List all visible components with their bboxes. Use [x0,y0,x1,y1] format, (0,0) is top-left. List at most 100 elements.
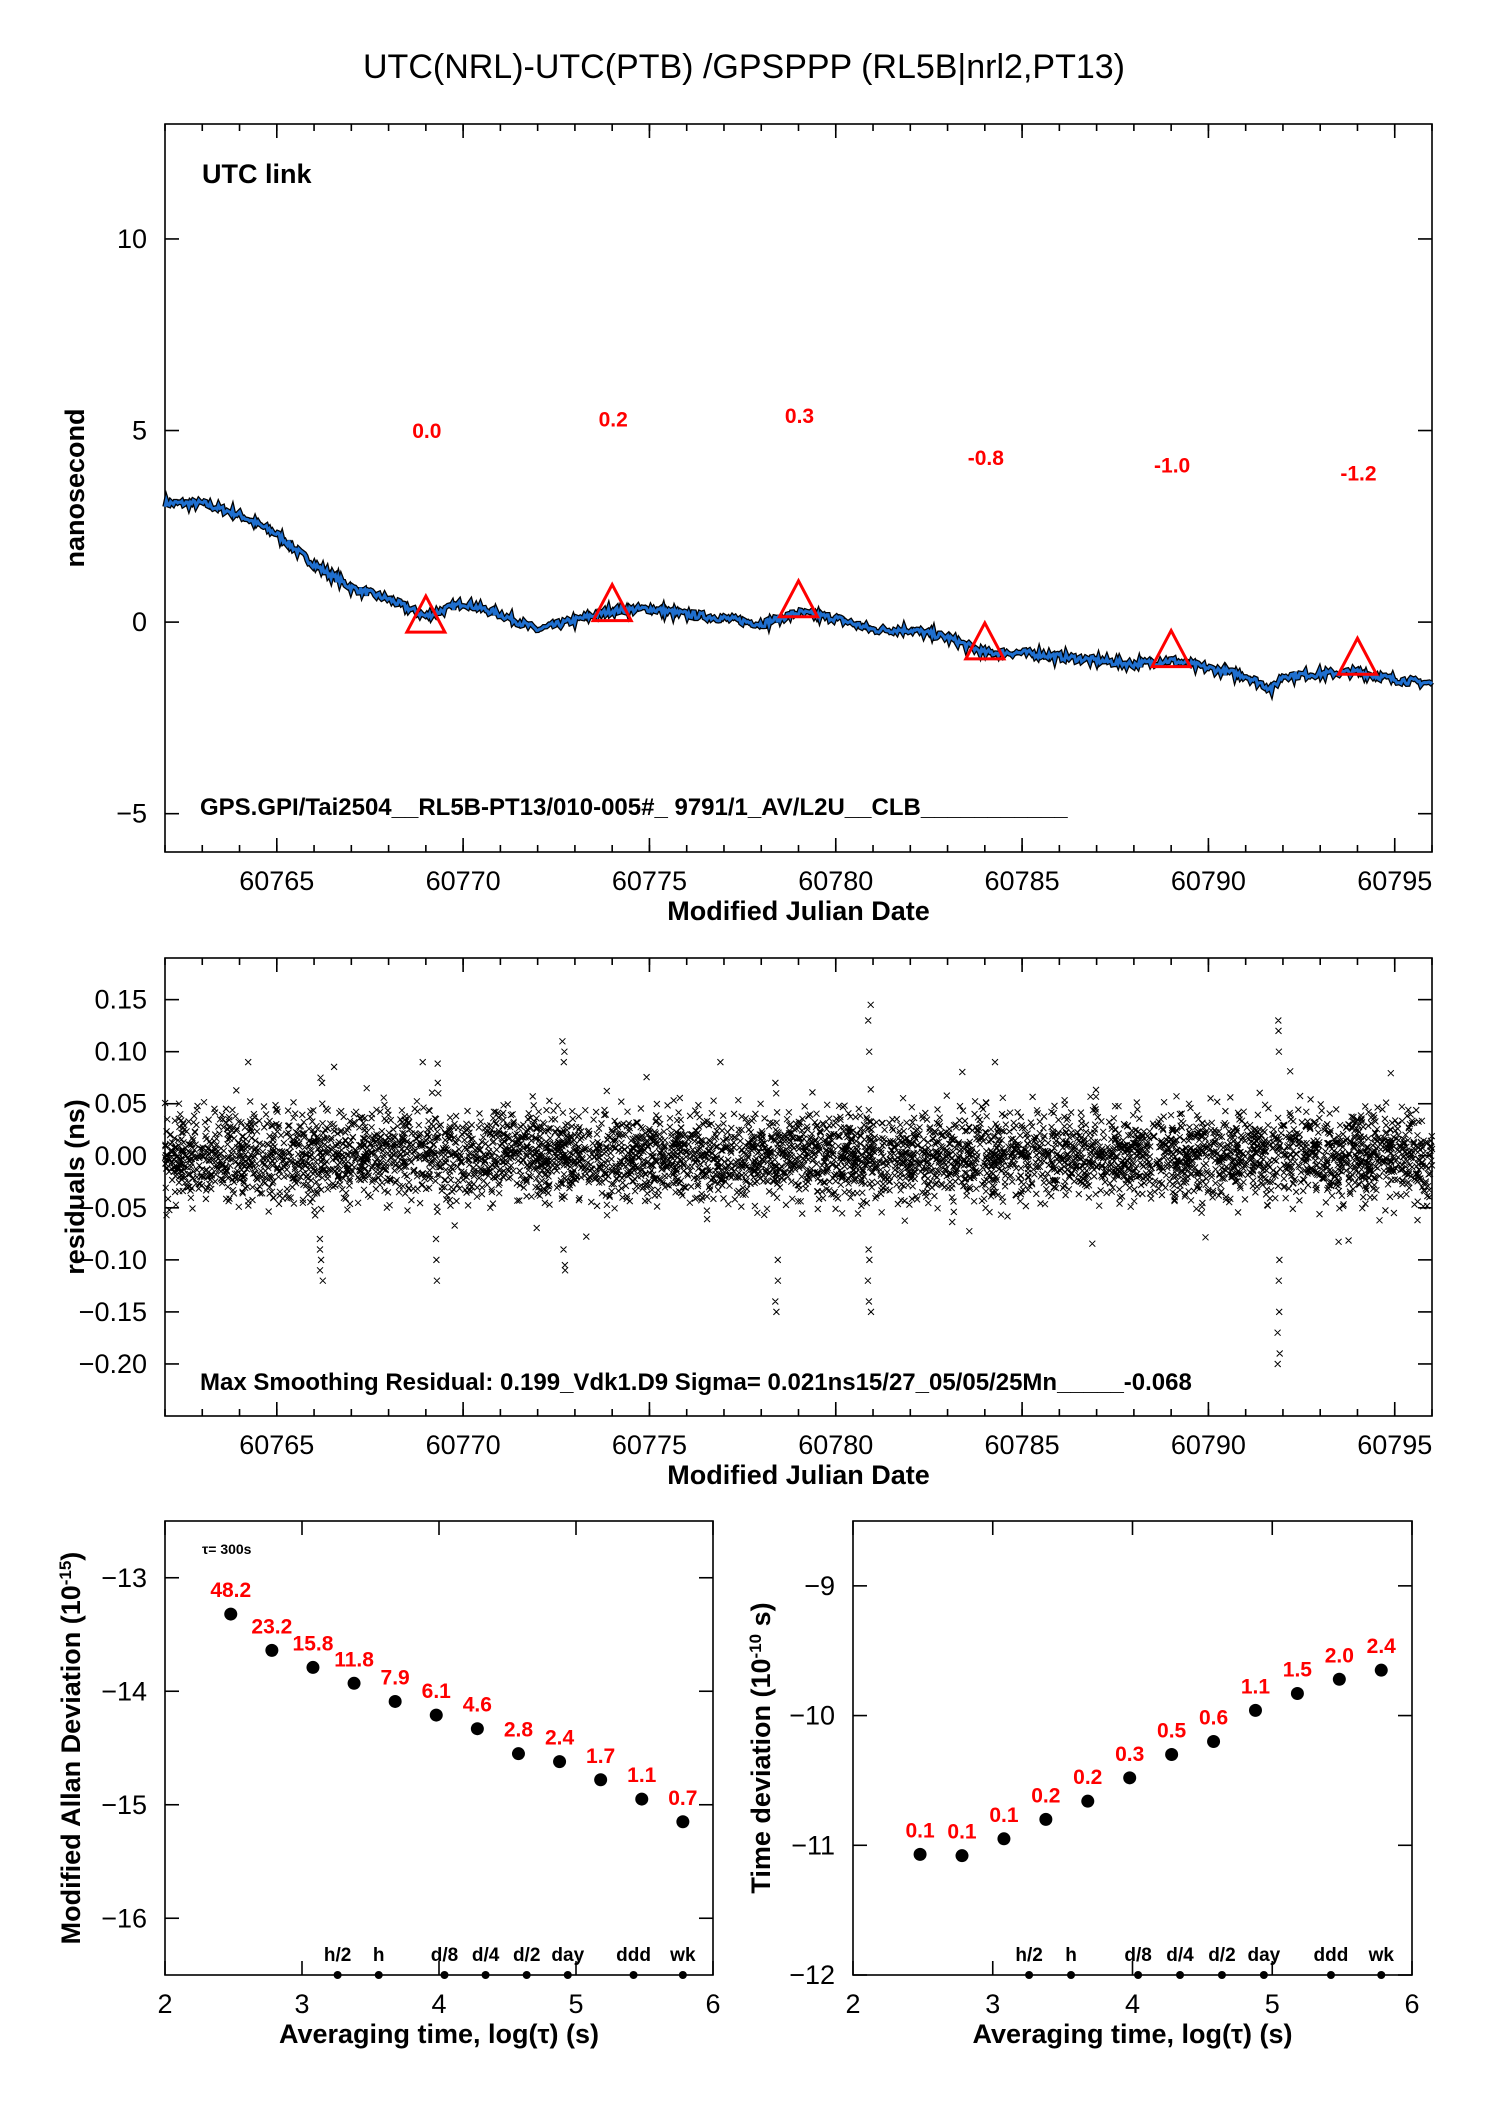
y-tick-label: −14 [101,1676,147,1706]
y-tick-label: −16 [101,1903,147,1933]
time-marker-label: d/4 [472,1945,500,1966]
data-label: 2.0 [1325,1644,1354,1667]
data-point [1248,1703,1262,1717]
data-label: 0.2 [1031,1784,1060,1807]
time-marker-label: d/8 [1124,1945,1151,1966]
time-marker-label: day [1247,1945,1280,1966]
x-tick-label: 4 [431,1989,446,2019]
data-label: 0.3 [1115,1743,1144,1766]
data-point [388,1694,402,1708]
x-tick-label: 3 [985,1989,1000,2019]
link-panel: 60765 60770 60775 60780 60785 60790 60795 −5 0 5 1… [60,123,1434,926]
annotation-label: 0.0 [412,420,441,443]
x-tick-label: 60770 [426,1430,501,1460]
data-point [306,1660,320,1674]
data-point [511,1747,525,1761]
tdev-x-axis-label: Averaging time, log(τ) (s) [972,2019,1292,2049]
y-tick-label: 0.10 [94,1037,147,1067]
time-marker [563,1971,572,1979]
y-tick-label: −0.05 [79,1193,147,1223]
x-tick-label: 60765 [239,1430,314,1460]
y-tick-label: −12 [789,1960,835,1990]
x-tick-label: 60780 [798,1430,873,1460]
data-point [997,1832,1011,1846]
time-marker-label: d/4 [1166,1945,1194,1966]
y-tick-label: −10 [789,1701,835,1731]
time-marker [374,1971,383,1979]
data-label: 11.8 [334,1648,374,1671]
y-tick-label: 0 [132,607,147,637]
time-marker [1217,1971,1226,1979]
x-tick-label: 3 [294,1989,309,2019]
y-tick-label: 0.00 [94,1141,147,1171]
x-tick-label: 60775 [612,1430,687,1460]
residuals-info-text: Max Smoothing Residual: 0.199_Vdk1.D9 Si… [200,1369,1192,1396]
data-label: 0.1 [947,1821,977,1844]
data-point [1290,1687,1304,1701]
annotation-triangle [963,619,1007,661]
time-marker [629,1971,638,1979]
x-tick-label: 60785 [985,866,1060,896]
y-tick-label: −0.20 [79,1349,147,1379]
y-tick-label: −0.10 [79,1245,147,1275]
data-label: 0.1 [905,1819,935,1842]
tdev-y-axis-label: Time deviation (10-10 s) [746,1602,777,1893]
data-label: 2.4 [1367,1635,1397,1658]
data-point [1081,1794,1095,1808]
data-point [347,1676,361,1690]
data-point [955,1849,969,1863]
y-tick-label: −9 [804,1571,835,1601]
x-tick-label: 60795 [1357,1430,1432,1460]
data-label: 23.2 [251,1615,292,1638]
annotation-label: -1.2 [1340,462,1376,485]
data-label: 0.1 [989,1804,1019,1827]
y-tick-label: −0.15 [79,1297,147,1327]
data-label: 1.5 [1283,1659,1313,1682]
time-marker-label: h/2 [324,1945,351,1966]
x-tick-label: 60790 [1171,1430,1246,1460]
series-line [163,494,1434,697]
x-tick-label: 6 [1404,1989,1419,2019]
time-marker-label: d/8 [431,1945,458,1966]
series-outline [162,489,1434,702]
tdev-panel: 2 3 4 5 6 −12 −11 −10 −9 Averaging time, log(τ) (… [746,1520,1420,2049]
link-info-text: GPS.GPI/Tai2504__RL5B-PT13/010-005#_ 979… [200,794,1068,821]
x-tick-label: 60780 [798,866,873,896]
residuals-x-axis-label: Modified Julian Date [667,1460,930,1490]
x-tick-label: 60790 [1171,866,1246,896]
data-point [1207,1735,1221,1749]
annotation-triangle [1335,635,1379,676]
data-label: 48.2 [210,1579,251,1602]
link-x-axis-label: Modified Julian Date [667,896,930,926]
annotation-triangle [404,592,448,634]
data-label: 1.1 [627,1764,657,1787]
annotation-label: 0.3 [785,405,814,428]
time-marker [1067,1971,1076,1979]
time-marker-label: ddd [616,1945,651,1966]
time-marker-label: d/2 [1208,1945,1235,1966]
data-point [224,1607,238,1621]
data-label: 7.9 [381,1666,410,1689]
y-tick-label: −5 [116,799,147,829]
data-label: 1.1 [1241,1675,1271,1698]
time-marker-label: day [551,1945,584,1966]
annotation-label: -0.8 [968,447,1005,470]
data-point [594,1773,608,1787]
x-tick-label: 60770 [426,866,501,896]
data-point [553,1755,567,1769]
time-marker [440,1971,449,1979]
time-marker-label: d/2 [513,1945,540,1966]
time-marker-label: wk [1368,1945,1395,1966]
data-label: 0.2 [1073,1766,1102,1789]
y-tick-label: 0.05 [94,1089,147,1119]
time-marker [522,1971,531,1979]
mdev-panel: 2 3 4 5 6 −16 −15 −14 −13 Averaging time, log(τ) … [56,1520,721,2049]
annotation-label: 0.2 [599,409,628,432]
data-label: 1.7 [586,1745,615,1768]
x-tick-label: 60785 [985,1430,1060,1460]
data-point [429,1708,443,1722]
y-tick-label: −13 [101,1563,147,1593]
data-label: 6.1 [422,1680,452,1703]
data-label: 4.6 [463,1694,492,1717]
